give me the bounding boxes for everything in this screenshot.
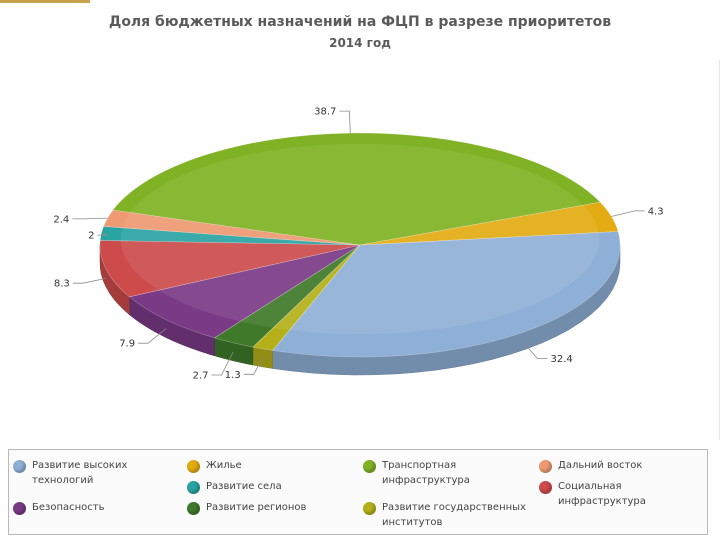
data-label-0: 32.4 xyxy=(551,354,573,365)
chart-title: Доля бюджетных назначений на ФЦП в разре… xyxy=(108,14,612,30)
pie-slice-4 xyxy=(99,240,361,298)
legend-label-institutions: Развитие государственных институтов xyxy=(382,502,526,528)
legend-label-social: Социальная инфраструктура xyxy=(558,481,646,507)
pie-labels: 32.4 1.3 2.7 7.9 8.3 2 2.4 38.7 4.3 xyxy=(53,107,663,382)
data-label-2: 2.7 xyxy=(193,371,209,382)
legend-label-rural: Развитие села xyxy=(206,481,282,492)
leader-line-8 xyxy=(611,210,645,217)
leader-line-3 xyxy=(138,328,167,344)
pie-slice-5 xyxy=(99,226,361,246)
legend-label-far-east: Дальний восток xyxy=(558,460,643,471)
data-label-8: 4.3 xyxy=(648,206,664,217)
legend-item-social[interactable]: Социальная инфраструктура xyxy=(539,479,663,509)
legend-item-far-east[interactable]: Дальний восток xyxy=(539,458,642,473)
legend-item-institutions[interactable]: Развитие государственных институтов xyxy=(363,500,542,530)
pie-slice-0 xyxy=(272,231,621,358)
data-label-4: 8.3 xyxy=(54,279,70,290)
legend-label-housing: Жилье xyxy=(206,460,242,471)
legend-marker-rural xyxy=(187,481,200,494)
legend-item-high-tech[interactable]: Развитие высоких технологий xyxy=(13,458,142,488)
legend-label-high-tech: Развитие высоких технологий xyxy=(32,460,128,486)
data-label-6: 2.4 xyxy=(53,214,69,225)
legend-marker-institutions xyxy=(363,502,376,515)
legend-marker-high-tech xyxy=(13,460,26,473)
legend-item-rural[interactable]: Развитие села xyxy=(187,479,282,494)
legend-marker-transport xyxy=(363,460,376,473)
legend-marker-housing xyxy=(187,460,200,473)
pie-highlight xyxy=(120,143,600,335)
data-label-5: 2 xyxy=(88,231,94,242)
data-label-3: 7.9 xyxy=(119,339,135,350)
top-accent-bar xyxy=(0,0,90,3)
pie-chart: 32.4 1.3 2.7 7.9 8.3 2 2.4 38.7 4.3 xyxy=(53,107,663,382)
legend-item-regions[interactable]: Развитие регионов xyxy=(187,500,306,515)
legend-marker-far-east xyxy=(539,460,552,473)
leader-line-5 xyxy=(97,233,108,236)
data-label-7: 38.7 xyxy=(314,107,336,118)
pie-slice-3 xyxy=(128,244,361,339)
legend-item-housing[interactable]: Жилье xyxy=(187,458,242,473)
legend-marker-security xyxy=(13,502,26,515)
legend-item-transport[interactable]: Транспортная инфраструктура xyxy=(363,458,492,488)
leader-line-1 xyxy=(243,357,264,375)
pie-slice-1 xyxy=(252,244,361,351)
leader-line-7 xyxy=(339,110,351,134)
pie-slice-7 xyxy=(112,132,601,246)
pie-top xyxy=(99,132,621,358)
legend-marker-regions xyxy=(187,502,200,515)
data-label-1: 1.3 xyxy=(225,370,241,381)
legend-label-transport: Транспортная инфраструктура xyxy=(382,460,470,486)
leader-line-4 xyxy=(72,278,107,284)
pie-slice-2 xyxy=(213,244,361,348)
legend-item-security[interactable]: Безопасность xyxy=(13,500,105,515)
leader-line-6 xyxy=(72,217,108,220)
chart-subtitle: 2014 год xyxy=(329,36,391,50)
leader-line-2 xyxy=(211,351,234,376)
legend-marker-social xyxy=(539,481,552,494)
chart-legend: Развитие высоких технологий Жилье Трансп… xyxy=(8,449,708,535)
legend-label-regions: Развитие регионов xyxy=(206,502,307,513)
leader-line-0 xyxy=(522,341,548,360)
legend-label-security: Безопасность xyxy=(32,502,105,513)
